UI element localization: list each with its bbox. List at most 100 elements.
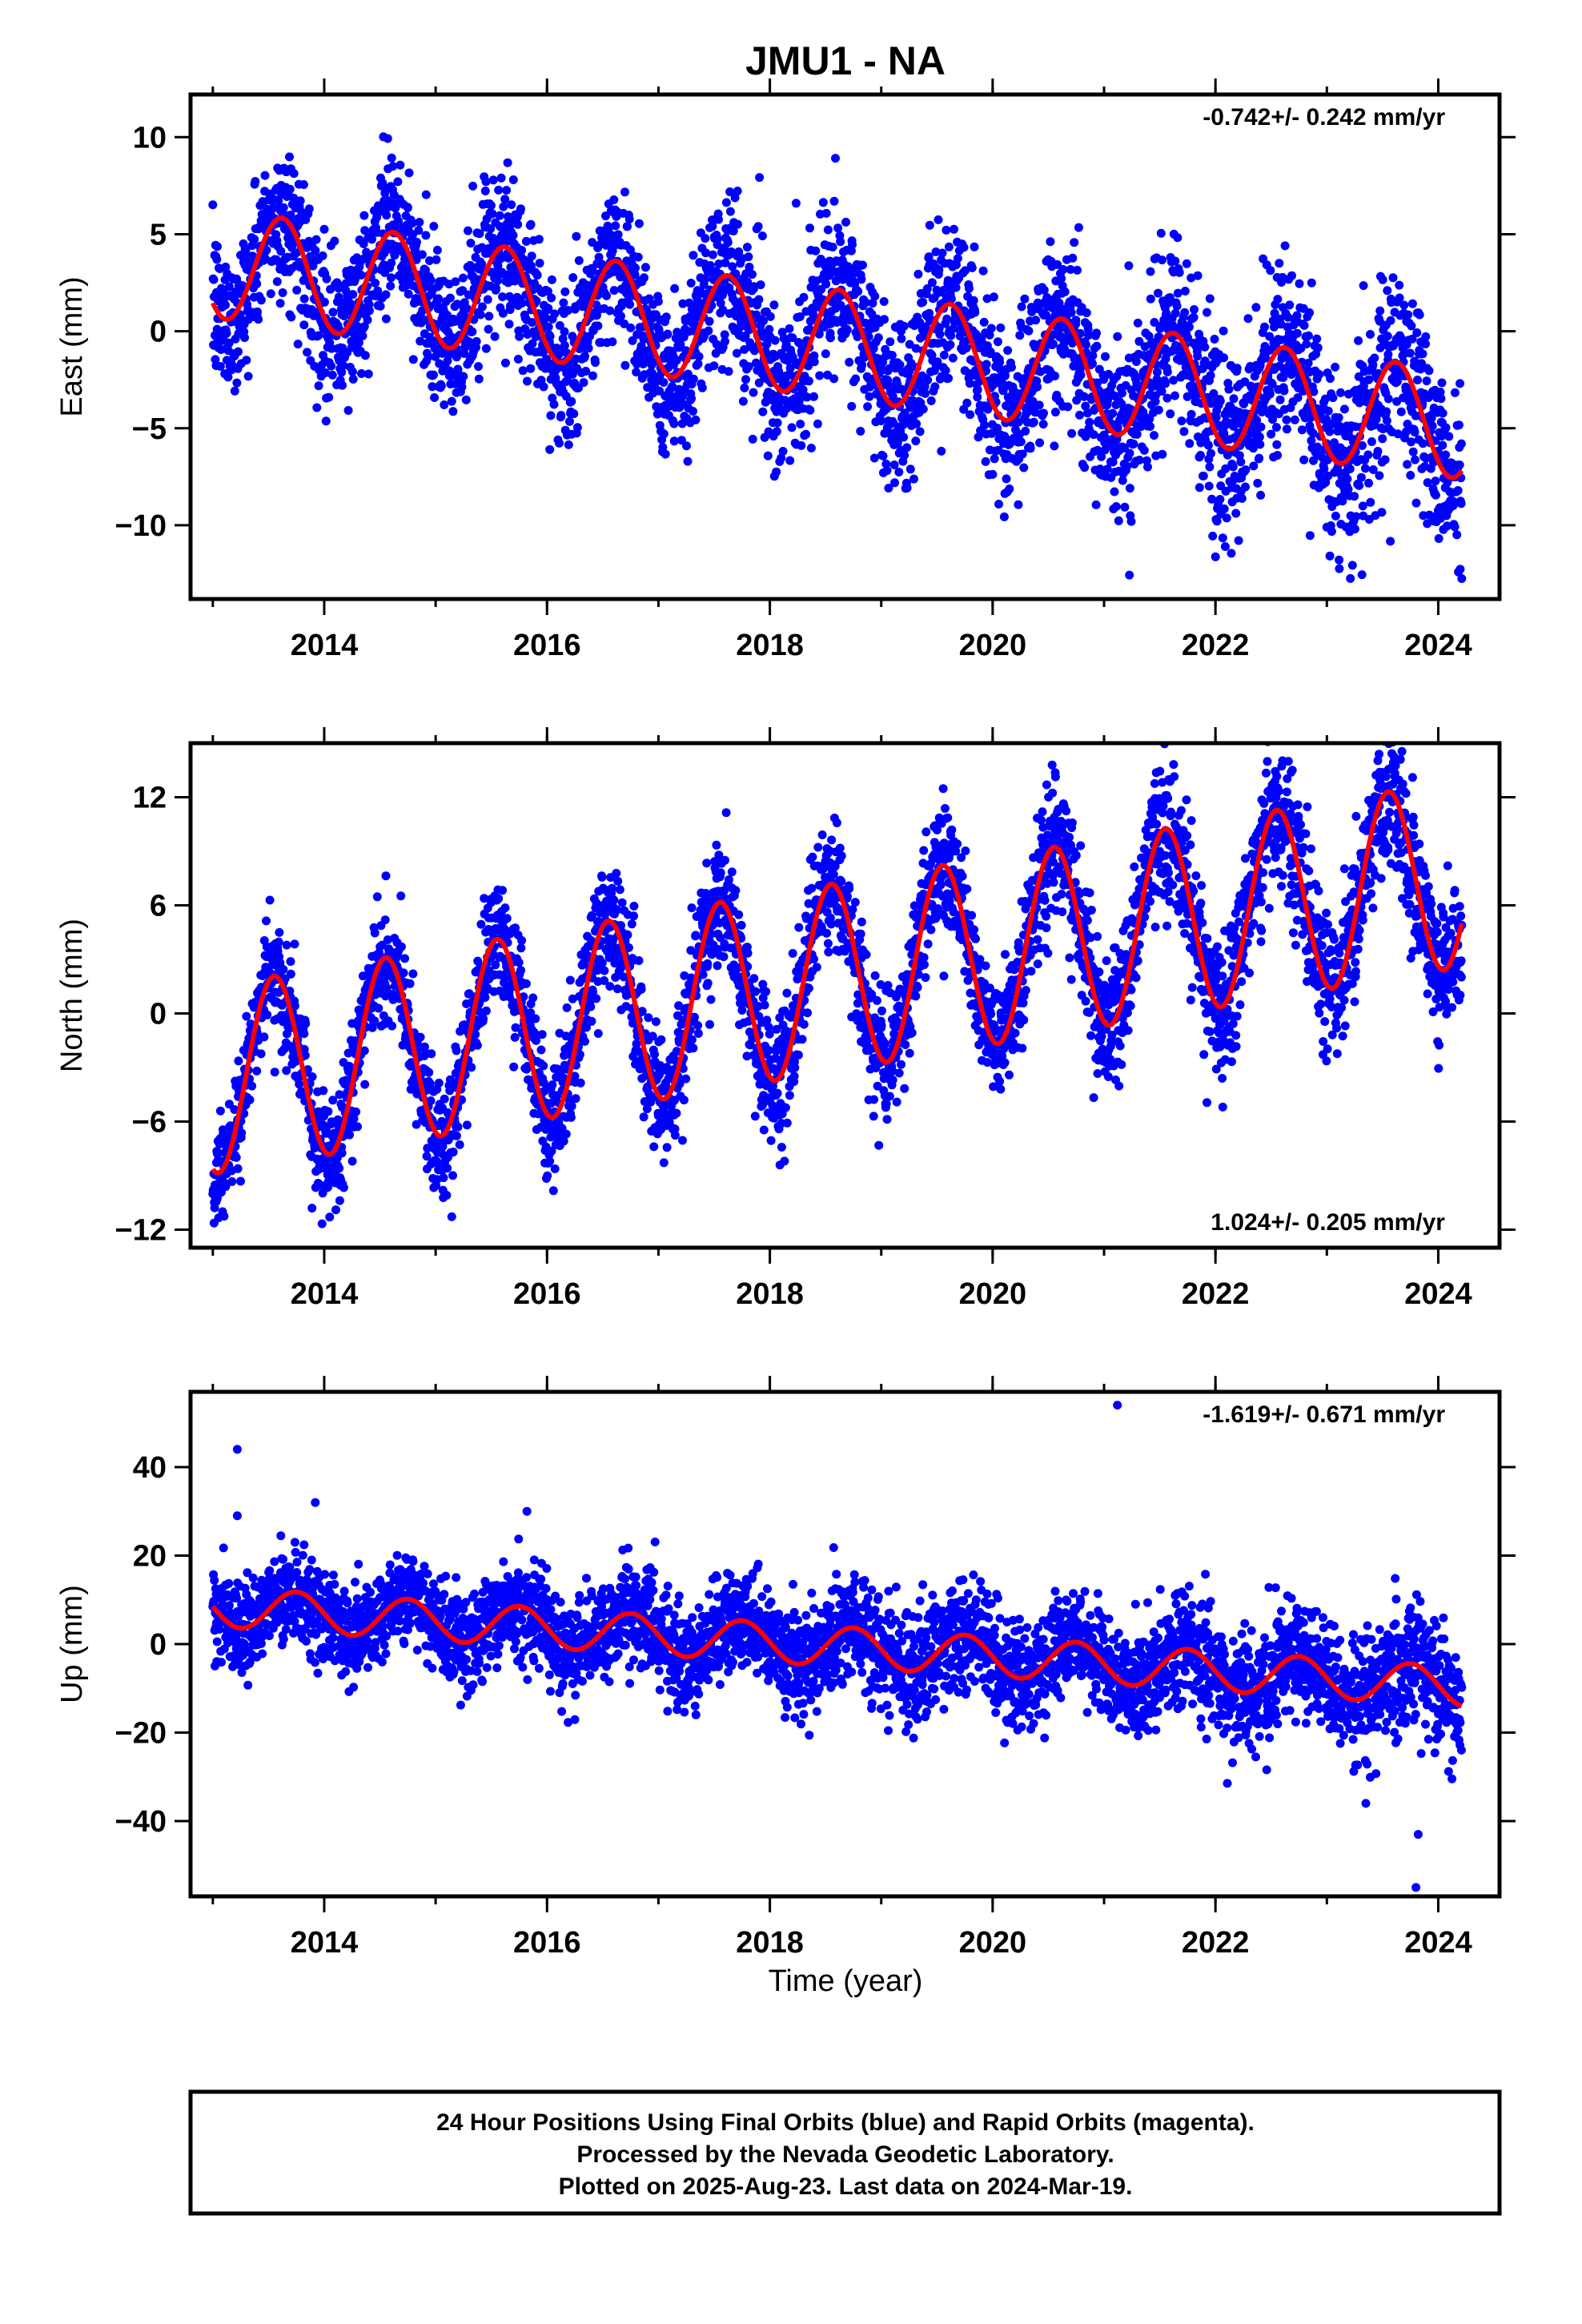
east-data-point [1431, 476, 1440, 486]
east-data-point [1346, 573, 1355, 583]
east-data-point [723, 238, 733, 247]
north-data-point [299, 1029, 309, 1039]
east-data-point [613, 230, 623, 239]
east-data-point [436, 381, 446, 391]
east-data-point [899, 432, 909, 442]
east-data-point [704, 326, 713, 336]
east-data-point [935, 329, 945, 339]
east-data-point [559, 298, 568, 308]
east-data-point [367, 235, 376, 244]
east-data-point [809, 357, 819, 367]
east-data-point [1386, 316, 1395, 325]
east-data-point [1038, 420, 1048, 429]
east-data-point [1067, 428, 1077, 438]
east-data-point [272, 277, 282, 287]
east-data-point [1323, 406, 1333, 416]
east-data-point [1039, 408, 1048, 418]
north-data-point [247, 1081, 257, 1091]
east-data-point [1057, 274, 1066, 283]
east-x-tick-label: 2014 [291, 629, 359, 662]
east-data-point [959, 243, 969, 252]
east-data-point [1170, 391, 1179, 400]
east-data-point [845, 357, 854, 367]
east-data-point [1373, 447, 1383, 456]
east-data-point [328, 308, 338, 317]
east-data-point [625, 300, 635, 309]
east-data-point [939, 350, 949, 360]
east-data-point [434, 294, 444, 304]
east-data-point [474, 362, 483, 372]
east-data-point [416, 336, 425, 346]
east-data-point [490, 332, 500, 341]
east-data-point [387, 153, 396, 163]
east-data-point [508, 175, 518, 184]
east-data-point [1382, 416, 1391, 425]
east-data-point [1421, 332, 1431, 341]
east-data-point [526, 219, 536, 229]
north-data-point [307, 1204, 317, 1213]
east-data-point [742, 243, 752, 252]
east-data-point [806, 444, 816, 452]
east-data-point [572, 423, 582, 432]
east-data-point [1360, 464, 1370, 473]
east-data-point [878, 451, 888, 460]
east-data-point [967, 263, 977, 272]
east-data-point [1219, 504, 1229, 513]
east-data-point [1184, 322, 1194, 332]
east-data-point [327, 370, 337, 380]
east-data-point [523, 376, 532, 386]
east-data-point [1050, 408, 1060, 417]
east-data-point [1206, 371, 1215, 380]
east-data-point [1234, 536, 1243, 545]
east-data-point [1161, 379, 1170, 388]
east-data-point [1275, 259, 1284, 268]
east-data-point [567, 396, 576, 406]
east-data-point [927, 278, 937, 287]
east-data-point [1015, 331, 1025, 340]
east-data-point [549, 400, 559, 409]
east-data-point [518, 366, 528, 376]
east-data-point [1456, 439, 1466, 448]
east-data-point [532, 271, 542, 280]
east-data-point [870, 292, 880, 301]
east-data-point [289, 169, 299, 179]
east-data-point [560, 340, 569, 350]
east-data-point [926, 396, 936, 405]
north-data-point [452, 1046, 461, 1055]
east-data-point [1406, 471, 1415, 480]
east-data-point [1366, 497, 1375, 507]
east-data-point [360, 351, 370, 360]
east-data-point [535, 259, 544, 268]
east-data-point [1133, 318, 1142, 328]
east-data-point [620, 187, 629, 197]
north-data-point [319, 1086, 328, 1096]
east-data-point [1063, 402, 1073, 412]
east-data-point [659, 378, 669, 387]
east-data-point [1455, 460, 1464, 469]
east-data-point [1292, 328, 1302, 338]
east-data-point [346, 299, 355, 308]
east-data-point [1158, 449, 1167, 459]
east-data-point [1162, 393, 1172, 403]
east-data-point [460, 349, 469, 358]
east-data-point [923, 376, 933, 385]
east-data-point [970, 308, 980, 317]
east-data-point [408, 355, 418, 364]
east-data-point [564, 440, 573, 449]
east-data-point [905, 464, 915, 474]
east-data-point [242, 356, 251, 365]
east-data-point [346, 265, 355, 275]
east-data-point [1237, 493, 1247, 503]
east-data-point [913, 269, 923, 279]
east-data-point [417, 250, 427, 259]
east-data-point [1407, 299, 1417, 308]
east-data-point [572, 231, 581, 241]
east-data-point [387, 258, 396, 267]
east-data-point [1196, 451, 1205, 460]
north-data-point [374, 1003, 383, 1013]
east-data-point [885, 337, 895, 347]
east-data-point [1334, 413, 1343, 422]
east-data-point [396, 160, 405, 170]
east-data-point [740, 383, 749, 392]
east-data-point [515, 332, 524, 341]
